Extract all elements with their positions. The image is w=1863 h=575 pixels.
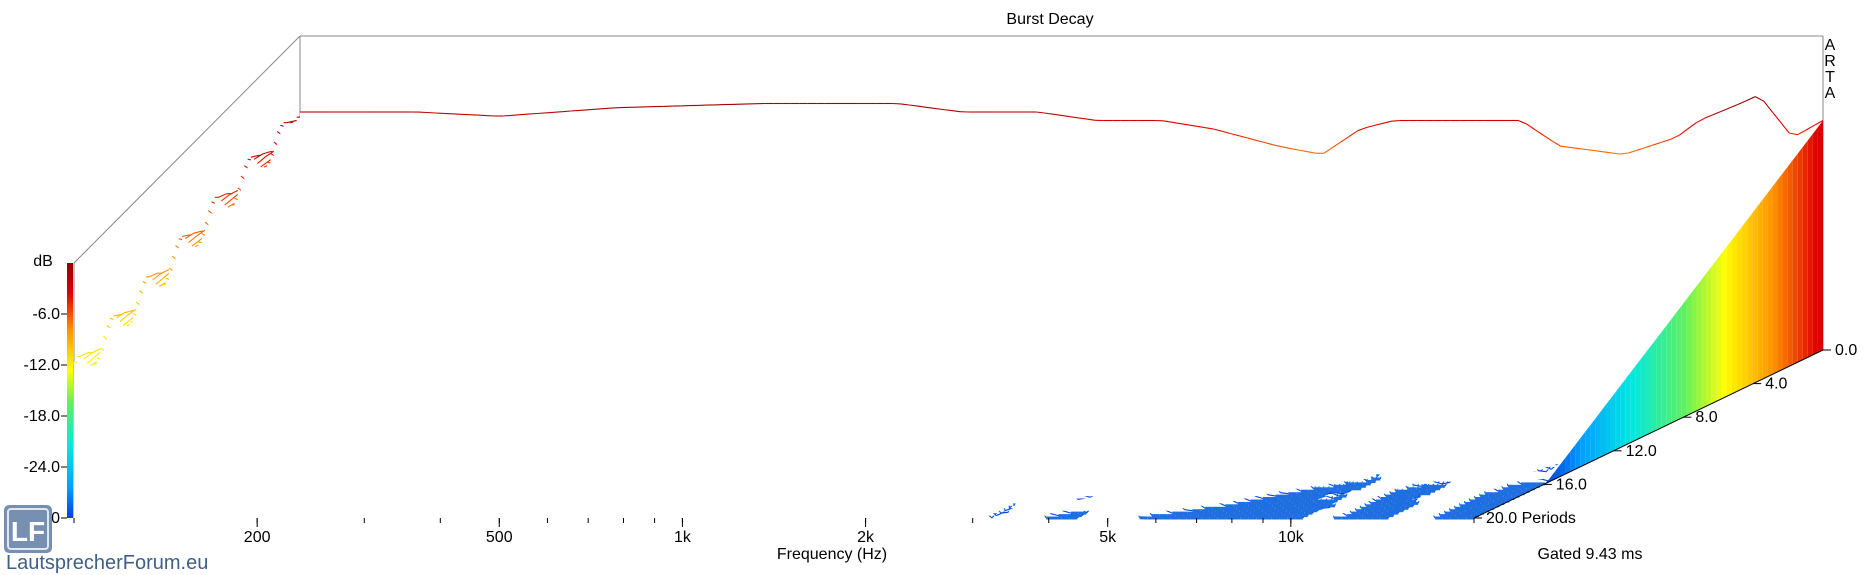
x-axis-label: Frequency (Hz): [777, 546, 887, 563]
side-wall-segment: [1716, 252, 1722, 402]
side-wall-segment: [1752, 206, 1758, 385]
side-wall-segment: [1737, 226, 1743, 392]
watermark-letter: T: [1825, 69, 1835, 86]
side-wall-segment: [1782, 166, 1788, 370]
z-tick-label: -24.0: [24, 459, 61, 476]
x-tick-label: 2k: [857, 529, 875, 546]
z-axis-label: dB: [33, 253, 53, 270]
side-wall-segment: [1681, 299, 1687, 419]
side-wall-segment: [1656, 332, 1662, 431]
side-wall-segment: [1640, 352, 1646, 438]
watermark-letter: R: [1824, 53, 1836, 70]
z-tick-label: -12.0: [24, 357, 61, 374]
depth-axis-ticks: 0.0 4.0 8.0 12.0 16.0 20.0 Periods: [1473, 342, 1857, 527]
side-wall-segment: [1554, 464, 1560, 480]
side-wall-segment: [1600, 405, 1606, 458]
side-wall-segment: [1615, 385, 1621, 450]
side-wall-segment: [1807, 133, 1813, 358]
side-wall-segment: [1802, 140, 1808, 360]
decay-slice-line: [300, 96, 1824, 155]
side-wall-segment: [1696, 279, 1702, 411]
depth-tick-label: 0.0: [1835, 342, 1857, 359]
side-wall-segment: [1666, 319, 1672, 426]
side-wall-segment: [1676, 305, 1682, 421]
side-wall-segment: [1731, 233, 1738, 394]
z-tick-label: -18.0: [24, 408, 61, 425]
side-wall-segment: [1630, 365, 1636, 443]
side-wall-segment: [1792, 153, 1798, 365]
chart-title: Burst Decay: [1006, 11, 1093, 28]
side-wall-segment: [1742, 219, 1748, 389]
side-wall-segment: [1706, 266, 1712, 406]
waterfall-surface: [73, 96, 1824, 520]
side-wall-segment: [1580, 431, 1586, 467]
waterfall-side-wall: [1474, 120, 1823, 518]
z-axis-ticks: -6.0-12.0-18.0-24.0-30.0: [24, 306, 67, 527]
side-wall-segment: [1549, 471, 1555, 482]
side-wall-segment: [1661, 325, 1667, 428]
x-tick-label: 200: [244, 529, 271, 546]
side-wall-segment: [1817, 120, 1823, 353]
side-wall-segment: [1711, 259, 1717, 404]
side-wall-segment: [1575, 438, 1581, 470]
forum-logo: LF LautsprecherForum.eu: [4, 505, 208, 574]
side-wall-segment: [1747, 213, 1753, 387]
gated-annotation: Gated 9.43 ms: [1538, 546, 1643, 563]
db-colorbar: [67, 263, 73, 518]
side-wall-segment: [1651, 339, 1657, 433]
side-wall-segment: [1767, 186, 1773, 377]
watermark-letter: A: [1825, 37, 1836, 54]
side-wall-segment: [1772, 180, 1778, 375]
side-wall-segment: [1762, 193, 1768, 380]
depth-tick-label: 8.0: [1695, 409, 1717, 426]
depth-tick-label: 16.0: [1556, 476, 1587, 493]
depth-tick-label: 12.0: [1626, 443, 1657, 460]
logo-text: LautsprecherForum.eu: [6, 552, 208, 574]
frame-left-slant: [73, 35, 301, 264]
side-wall-segment: [1625, 372, 1631, 445]
side-wall-segment: [1570, 445, 1576, 472]
side-wall-segment: [1686, 292, 1692, 416]
x-tick-label: 1k: [674, 529, 692, 546]
logo-initials: LF: [11, 516, 45, 547]
side-wall-segment: [1559, 458, 1566, 477]
side-wall-segment: [1595, 411, 1601, 460]
side-wall-segment: [1757, 199, 1763, 382]
side-wall-segment: [1590, 418, 1596, 462]
x-tick-label: 500: [486, 529, 513, 546]
side-wall-segment: [1721, 246, 1727, 399]
side-wall-segment: [1620, 378, 1626, 448]
depth-tick-label: 4.0: [1765, 376, 1787, 393]
side-wall-segment: [1812, 127, 1818, 355]
side-wall-segment: [1605, 398, 1611, 455]
depth-axis-line: [1473, 349, 1824, 519]
side-wall-segment: [1645, 345, 1652, 436]
side-wall-segment: [1585, 425, 1591, 465]
side-wall-segment: [1726, 239, 1732, 397]
side-wall-segment: [1777, 173, 1783, 372]
z-tick-label: -6.0: [32, 306, 60, 323]
x-axis-ticks: 200 500 1k 2k 5k 10k: [73, 518, 1475, 546]
side-wall-segment: [1671, 312, 1677, 424]
x-tick-label: 5k: [1099, 529, 1117, 546]
side-wall-segment: [1797, 146, 1803, 363]
x-tick-label: 10k: [1278, 529, 1305, 546]
side-wall-segment: [1544, 478, 1550, 484]
side-wall-segment: [1787, 160, 1793, 368]
watermark-letter: A: [1825, 85, 1836, 102]
side-wall-segment: [1701, 272, 1707, 409]
side-wall-segment: [1610, 392, 1616, 453]
side-wall-segment: [1565, 451, 1571, 475]
side-wall-segment: [1635, 358, 1641, 441]
depth-tick-label: 20.0 Periods: [1486, 510, 1576, 527]
side-wall-segment: [1691, 286, 1697, 414]
slice-fill: [300, 96, 1823, 350]
logo-badge: [4, 505, 52, 553]
